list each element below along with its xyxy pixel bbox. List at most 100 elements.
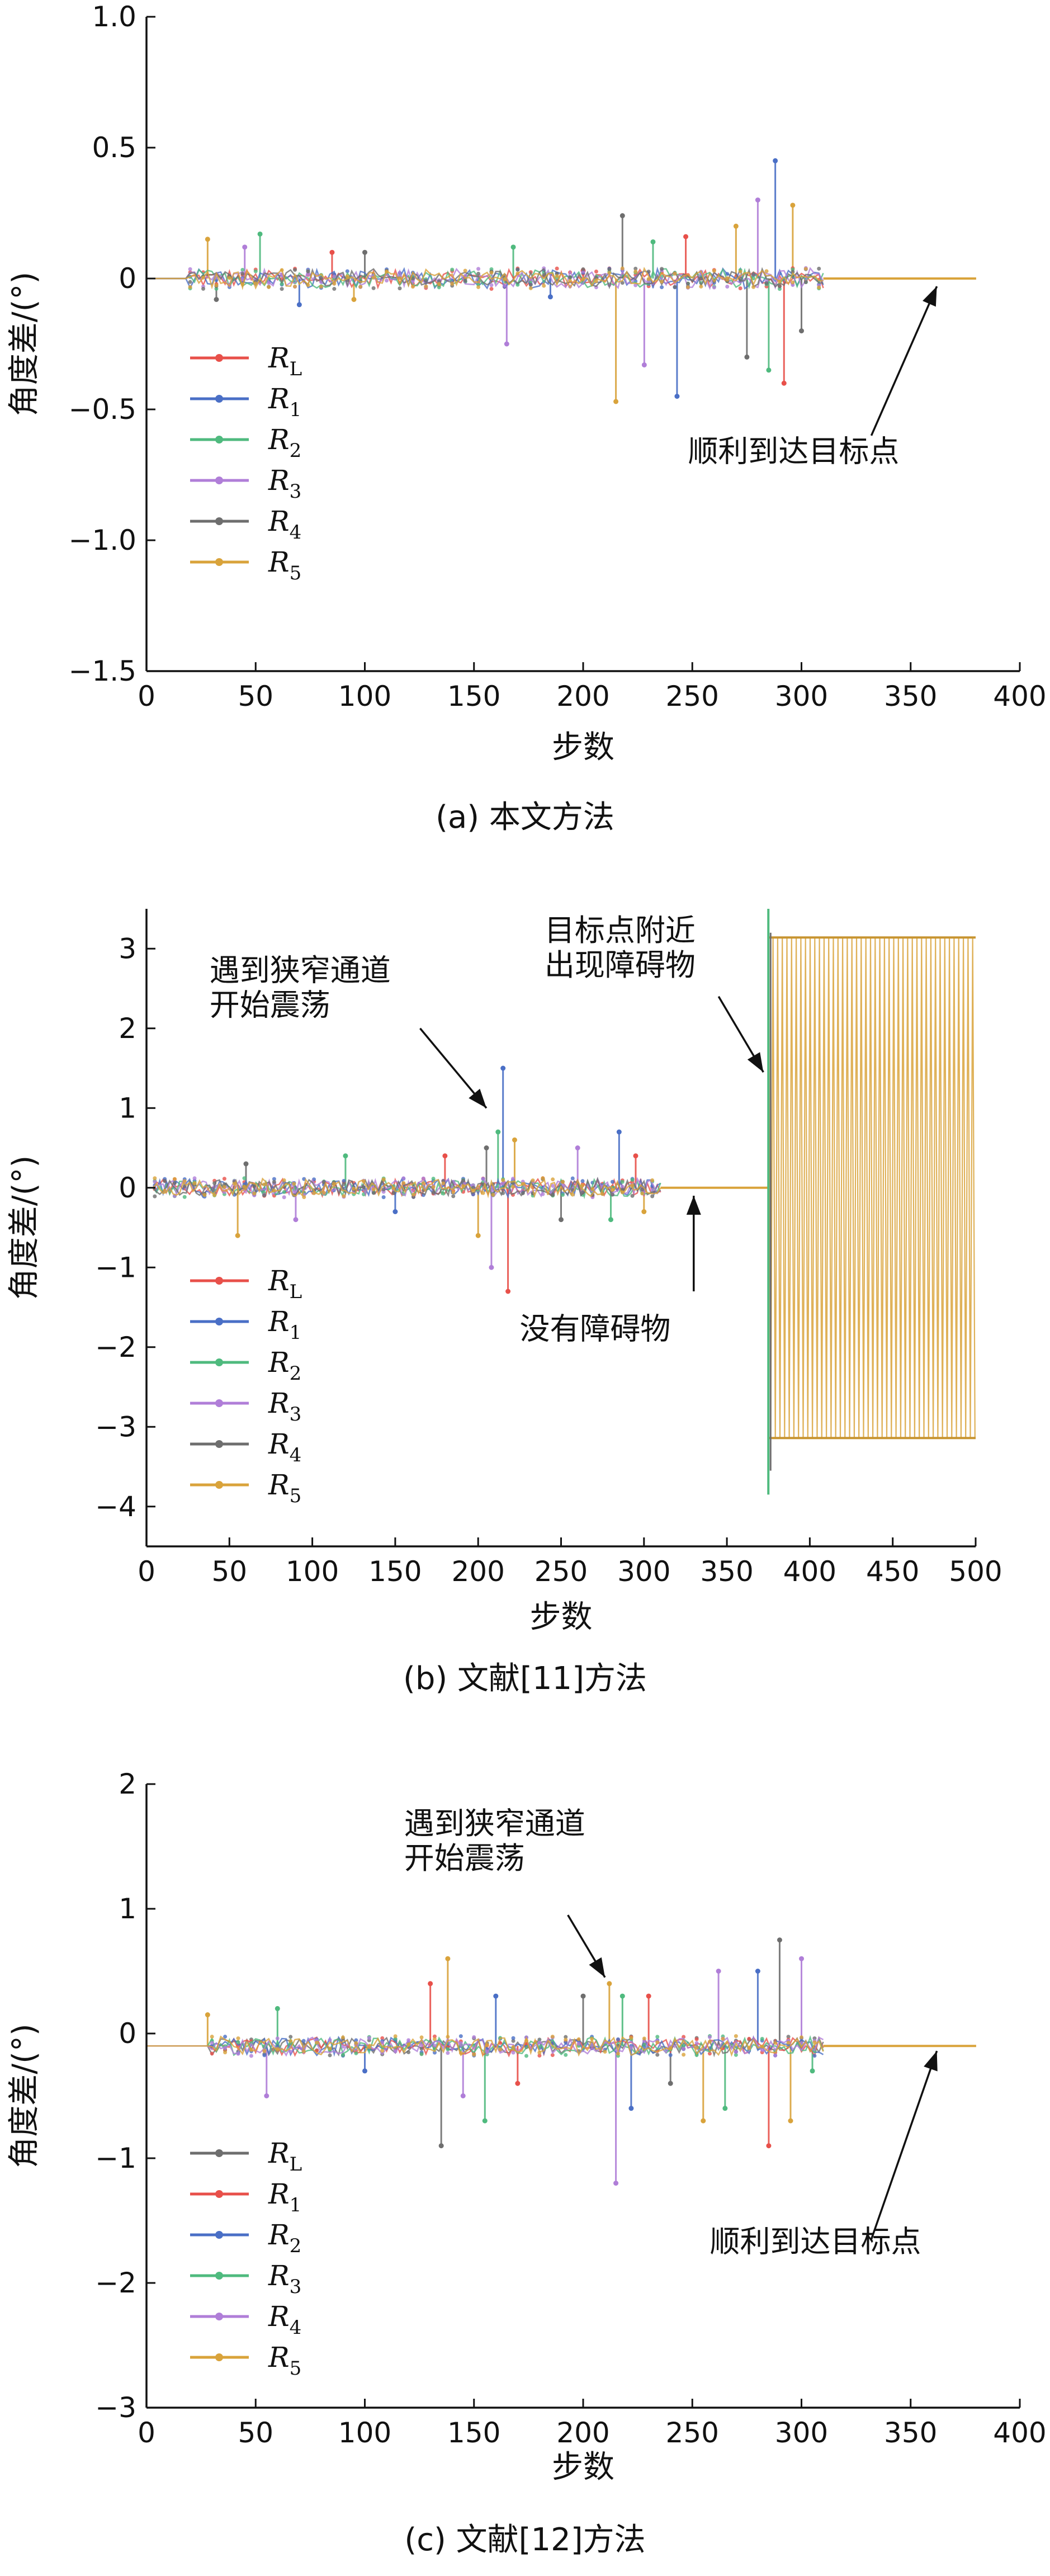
series-point-4 [236,2051,240,2056]
event-point [607,1981,612,1987]
series-point-4 [458,2041,463,2045]
legend-label-2: R2 [268,2219,301,2257]
y-tick-label: −1 [95,1251,136,1284]
legend-marker-L [215,354,223,362]
event-point [243,1161,249,1167]
y-tick-label: 1.0 [92,1,136,33]
series-point-5 [381,1177,386,1182]
event-point [460,2093,466,2098]
series-point-5 [630,1183,635,1188]
series-point-2 [242,1176,247,1181]
series-point-4 [511,2050,515,2055]
y-tick-label: 0 [119,262,136,295]
event-point [343,1153,348,1159]
series-point-4 [537,2040,542,2045]
event-point [293,1217,299,1223]
annotation-text: 顺利到达目标点 [688,434,899,469]
series-point-4 [381,1187,386,1192]
series-point-5 [210,2035,214,2039]
series-point-5 [332,1182,336,1186]
x-tick-label: 100 [338,2417,391,2449]
x-tick-label: 350 [700,1555,753,1588]
series-point-5 [163,1188,167,1193]
series-point-5 [332,281,337,286]
series-point-5 [521,1182,525,1186]
x-tick-label: 200 [451,1555,504,1588]
series-point-5 [354,2041,358,2045]
series-point-5 [431,1185,436,1189]
series-point-4 [223,2046,228,2050]
series-point-3 [655,2035,660,2039]
series-point-5 [773,2041,778,2045]
series-point-1 [342,1178,346,1183]
event-point [619,213,625,219]
series-point-5 [212,1193,217,1197]
legend-label-1: R1 [268,2178,301,2216]
series-point-5 [640,1191,645,1196]
event-point [580,1993,586,1999]
series-point-3 [489,283,494,287]
series-point-2 [620,1180,625,1184]
y-axis-title: 角度差/(°) [6,272,42,417]
series-point-2 [223,2035,228,2039]
y-tick-label: −1.0 [69,524,136,556]
annotation-0: 顺利到达目标点 [688,286,938,469]
series-point-3 [401,1176,406,1181]
x-tick-label: 250 [666,680,719,713]
series-point-4 [371,1191,376,1195]
legend-label-5: R5 [268,2341,301,2380]
legend-marker-4 [215,517,223,525]
x-tick-label: 100 [286,1555,339,1588]
series-point-5 [292,1182,296,1186]
series-point-4 [773,2053,778,2058]
series-point-4 [288,2049,293,2054]
event-point [482,2118,488,2124]
legend-label-4: R4 [268,505,301,544]
series-point-3 [236,2040,240,2045]
event-point [799,1956,804,1961]
series-point-2 [511,2036,515,2040]
series-point-4 [406,2038,411,2042]
series-point-5 [352,1186,356,1191]
series-point-4 [342,1182,346,1186]
x-tick-label: 450 [866,1555,919,1588]
series-point-4 [275,2036,280,2041]
series-point-5 [570,1192,575,1197]
legend-marker-5 [215,558,223,566]
x-tick-label: 400 [993,2417,1046,2449]
series-point-4 [398,286,402,291]
event-point [438,2143,444,2149]
series-point-4 [630,1193,635,1198]
legend-label-3: R3 [268,1387,301,1426]
x-tick-label: 200 [556,680,609,713]
series-point-5 [786,2041,791,2045]
event-point [716,1969,721,1974]
series-point-4 [393,2049,398,2054]
legend-label-L: RL [268,342,302,380]
series-point-2 [240,268,245,272]
x-tick-label: 150 [368,1555,422,1588]
event-point [641,362,647,367]
series-point-L [419,2046,424,2051]
series-point-4 [451,1194,456,1199]
series-point-3 [541,1192,545,1196]
y-tick-label: 0 [119,1172,136,1204]
series-point-3 [620,1185,625,1189]
series-point-5 [620,1190,625,1195]
series-point-5 [272,1188,276,1192]
series-point-4 [432,2043,437,2047]
series-point-5 [461,1184,466,1188]
series-point-4 [646,270,651,274]
series-point-4 [188,280,192,284]
series-point-2 [301,2039,306,2043]
annotation-text-line2: 出现障碍物 [545,947,696,983]
event-point [575,1145,580,1150]
series-point-4 [803,280,808,285]
series-point-5 [600,1192,605,1196]
series-point-4 [682,2046,686,2051]
series-point-5 [620,266,625,271]
series-point-5 [398,276,402,281]
x-tick-label: 350 [884,680,937,713]
y-tick-label: −3 [95,1410,136,1443]
